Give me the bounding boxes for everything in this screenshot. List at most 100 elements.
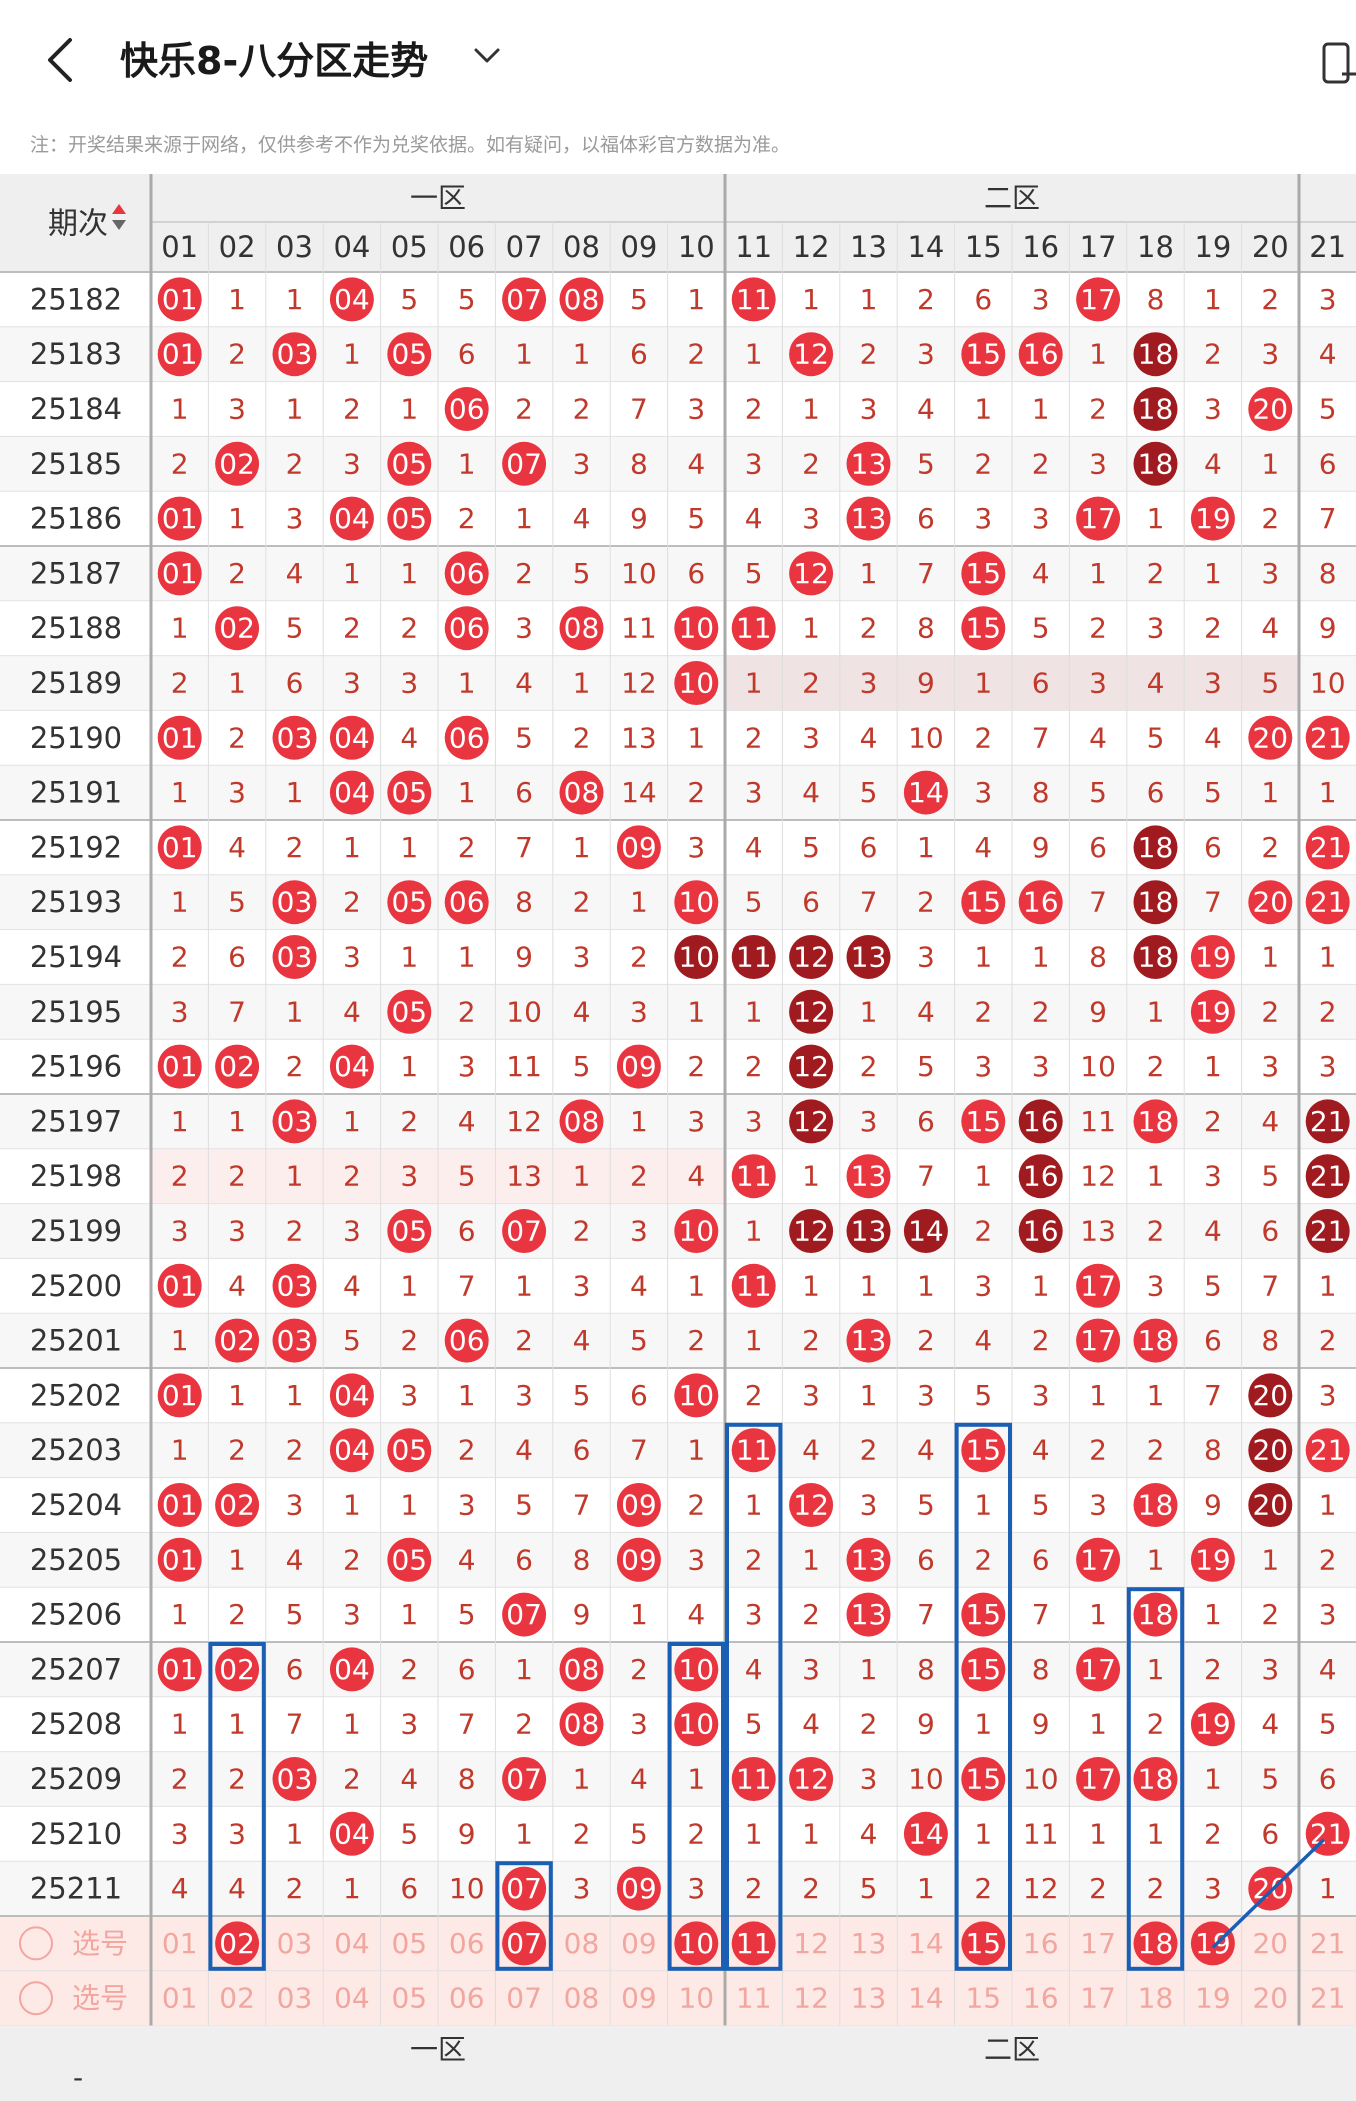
- select-number[interactable]: 08: [564, 1927, 600, 1960]
- select-number[interactable]: 18: [1138, 1982, 1174, 2015]
- select-number[interactable]: 19: [1195, 1982, 1231, 2015]
- select-number[interactable]: 02: [219, 1982, 255, 2015]
- select-number[interactable]: 21: [1310, 1927, 1346, 1960]
- select-number[interactable]: 03: [277, 1982, 313, 2015]
- miss-count: 1: [400, 831, 418, 864]
- phone-rotate-icon[interactable]: [1320, 40, 1356, 86]
- select-number[interactable]: 14: [908, 1927, 944, 1960]
- draw-ball: [674, 661, 719, 705]
- miss-count: 1: [1089, 1379, 1107, 1412]
- miss-count: 5: [1032, 1489, 1050, 1522]
- sort-up-icon[interactable]: [112, 204, 126, 214]
- miss-count: 1: [171, 776, 189, 809]
- select-number[interactable]: 17: [1080, 1982, 1116, 2015]
- select-number[interactable]: 20: [1252, 1927, 1288, 1960]
- select-number[interactable]: 14: [908, 1982, 944, 2015]
- select-number[interactable]: 21: [1310, 1982, 1346, 2015]
- miss-count: 2: [1204, 1105, 1222, 1138]
- miss-count: 3: [860, 393, 878, 426]
- miss-count: 5: [515, 721, 533, 754]
- select-number[interactable]: 20: [1252, 1982, 1288, 2015]
- draw-number: 10: [678, 941, 714, 974]
- miss-count: 6: [1261, 1215, 1279, 1248]
- miss-count: 1: [343, 1105, 361, 1138]
- select-number[interactable]: 06: [449, 1927, 485, 1960]
- miss-count: 2: [917, 283, 935, 316]
- select-radio-icon[interactable]: [19, 1981, 53, 2016]
- selected-ball[interactable]: [215, 1921, 260, 1966]
- draw-ball: [1190, 935, 1235, 979]
- miss-count: 12: [1023, 1872, 1059, 1905]
- miss-count: 3: [687, 1105, 705, 1138]
- select-number[interactable]: 05: [391, 1927, 427, 1960]
- draw-ball: [444, 606, 489, 651]
- miss-count: 1: [745, 1215, 763, 1248]
- selected-ball[interactable]: [961, 1921, 1006, 1966]
- draw-ball: [1133, 387, 1178, 431]
- miss-count: 3: [573, 447, 591, 480]
- draw-number: 17: [1080, 1543, 1116, 1576]
- select-number[interactable]: 13: [851, 1927, 887, 1960]
- chevron-down-icon[interactable]: [470, 44, 504, 68]
- miss-count: 1: [974, 667, 992, 700]
- select-number[interactable]: 15: [965, 1982, 1001, 2015]
- draw-number: 20: [1252, 1489, 1288, 1522]
- select-number[interactable]: 09: [621, 1927, 657, 1960]
- miss-count: 3: [343, 941, 361, 974]
- miss-count: 4: [1319, 338, 1337, 371]
- selected-ball[interactable]: [1190, 1921, 1235, 1966]
- draw-number: 05: [391, 338, 427, 371]
- miss-count: 4: [286, 557, 304, 590]
- select-number[interactable]: 16: [1023, 1982, 1059, 2015]
- draw-ball: [731, 606, 776, 651]
- select-number[interactable]: 13: [851, 1982, 887, 2015]
- column-header: 06: [448, 230, 485, 264]
- annotation-frame: [208, 1642, 266, 1971]
- draw-number: 18: [1138, 1763, 1174, 1796]
- select-number[interactable]: 12: [793, 1982, 829, 2015]
- select-number[interactable]: 09: [621, 1982, 657, 2015]
- selected-ball[interactable]: [674, 1921, 719, 1966]
- select-number[interactable]: 05: [391, 1982, 427, 2015]
- draw-ball: [1248, 1373, 1293, 1418]
- back-arrow-icon[interactable]: [40, 34, 80, 86]
- select-number[interactable]: 03: [277, 1927, 313, 1960]
- zone-label: 一区: [410, 2033, 466, 2066]
- select-radio-icon[interactable]: [19, 1926, 53, 1961]
- draw-number: 18: [1138, 1489, 1174, 1522]
- select-number[interactable]: 04: [334, 1982, 370, 2015]
- miss-count: 8: [1032, 1653, 1050, 1686]
- draw-ball: [616, 825, 661, 870]
- miss-count: 2: [286, 1872, 304, 1905]
- miss-count: 1: [687, 1434, 705, 1467]
- miss-count: 2: [1147, 1050, 1165, 1083]
- miss-count: 10: [908, 1763, 944, 1796]
- select-number[interactable]: 01: [162, 1982, 198, 2015]
- miss-count: 2: [515, 557, 533, 590]
- select-number[interactable]: 08: [564, 1982, 600, 2015]
- select-number[interactable]: 04: [334, 1927, 370, 1960]
- column-header: 11: [735, 230, 772, 264]
- select-number[interactable]: 07: [506, 1982, 542, 2015]
- select-number[interactable]: 01: [162, 1927, 198, 1960]
- select-number[interactable]: 16: [1023, 1927, 1059, 1960]
- draw-number: 21: [1310, 1105, 1346, 1138]
- miss-count: 1: [1032, 941, 1050, 974]
- miss-count: 9: [458, 1817, 476, 1850]
- select-number[interactable]: 11: [736, 1982, 772, 2015]
- selected-ball[interactable]: [1133, 1921, 1178, 1966]
- selected-ball[interactable]: [502, 1921, 547, 1966]
- select-number[interactable]: 10: [678, 1982, 714, 2015]
- miss-count: 2: [171, 447, 189, 480]
- miss-count: 4: [1319, 1653, 1337, 1686]
- select-number[interactable]: 06: [449, 1982, 485, 2015]
- miss-count: 1: [1089, 1817, 1107, 1850]
- draw-number: 14: [908, 1215, 944, 1248]
- select-number[interactable]: 17: [1080, 1927, 1116, 1960]
- select-number[interactable]: 12: [793, 1927, 829, 1960]
- period-cell: 25182: [30, 282, 122, 316]
- sort-down-icon[interactable]: [112, 220, 126, 230]
- period-cell: 25195: [30, 995, 122, 1029]
- selected-ball[interactable]: [731, 1921, 776, 1966]
- draw-number: 12: [793, 1489, 829, 1522]
